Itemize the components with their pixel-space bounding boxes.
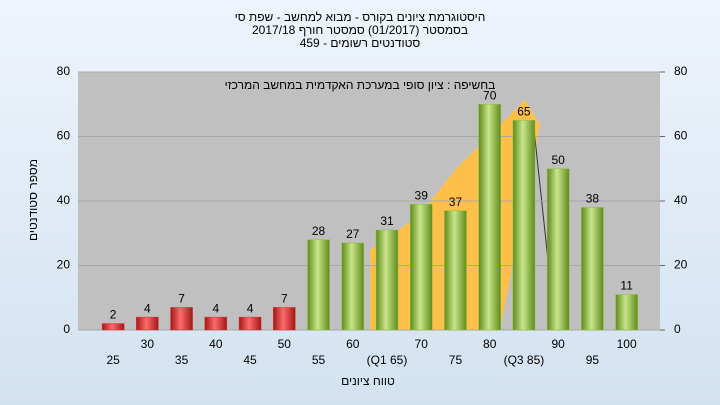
- x-tick-label: 35: [175, 353, 189, 367]
- bar: [444, 210, 467, 331]
- marker-line: [532, 119, 549, 261]
- x-tick-label: 80: [483, 337, 497, 351]
- data-label: 28: [312, 224, 326, 238]
- bar: [170, 307, 193, 331]
- data-label: 38: [586, 192, 600, 206]
- x-tick-label: 70: [415, 337, 429, 351]
- data-label: 7: [281, 292, 288, 306]
- bar: [136, 316, 159, 331]
- x-tick-label: 25: [106, 353, 120, 367]
- bar: [238, 316, 262, 331]
- y-tick-label: 40: [57, 193, 71, 207]
- x-tick-label: 40: [209, 337, 223, 351]
- x-axis-label: טווח ציונים: [341, 374, 395, 388]
- bar: [375, 229, 399, 331]
- y2-tick-label: 40: [674, 193, 688, 207]
- bar: [615, 294, 638, 331]
- y-tick-label: 60: [57, 129, 71, 143]
- x-tick-label: (Q3 85): [504, 353, 545, 367]
- data-label: 7: [178, 292, 185, 306]
- data-label: 31: [380, 214, 394, 228]
- y-tick-label: 80: [57, 64, 71, 78]
- bar: [409, 203, 433, 331]
- x-tick-label: 60: [346, 337, 360, 351]
- x-tick-label: 50: [278, 337, 292, 351]
- data-label: 27: [346, 227, 360, 241]
- data-label: 2: [110, 308, 117, 322]
- annotation: בחשיפה : ציון סופי במערכת האקדמית במחשב …: [225, 78, 496, 92]
- y-tick-label: 0: [63, 322, 70, 336]
- x-tick-label: 95: [586, 353, 600, 367]
- y2-tick-label: 80: [674, 64, 688, 78]
- data-label: 11: [620, 279, 633, 293]
- bar: [341, 242, 365, 331]
- bar: [307, 239, 330, 331]
- y-tick-label: 20: [57, 258, 71, 272]
- y-axis-label: מספר סטודנטים: [26, 159, 40, 241]
- x-tick-label: 55: [312, 353, 326, 367]
- bar: [273, 307, 296, 331]
- data-label: 37: [449, 195, 463, 209]
- data-label: 4: [212, 301, 219, 315]
- chart-subtitle: בסמסטר (01/2017) סמסטר חורף 2017/18: [252, 23, 468, 37]
- bar: [581, 207, 604, 331]
- x-tick-label: 75: [449, 353, 463, 367]
- bar: [204, 316, 228, 331]
- y2-tick-label: 60: [674, 129, 688, 143]
- y2-tick-label: 20: [674, 258, 688, 272]
- bar: [478, 104, 501, 331]
- bar: [512, 120, 536, 331]
- x-tick-label: 45: [243, 353, 257, 367]
- x-tick-label: 30: [141, 337, 155, 351]
- data-label: 39: [415, 188, 429, 202]
- x-tick-label: 100: [617, 337, 637, 351]
- y2-tick-label: 0: [674, 322, 681, 336]
- data-label: 4: [144, 301, 151, 315]
- bar: [546, 168, 570, 331]
- data-label: 65: [517, 105, 531, 119]
- x-tick-label: (Q1 65): [367, 353, 408, 367]
- bar: [101, 323, 125, 331]
- data-label: 50: [551, 153, 565, 167]
- chart-subtitle: סטודנטים רשומים - 459: [300, 36, 421, 50]
- chart-title: היסטוגרמת ציונים בקורס - מבוא למחשב - שפ…: [235, 10, 486, 24]
- x-tick-label: 90: [551, 337, 565, 351]
- data-label: 4: [247, 301, 254, 315]
- data-label: 70: [483, 88, 497, 102]
